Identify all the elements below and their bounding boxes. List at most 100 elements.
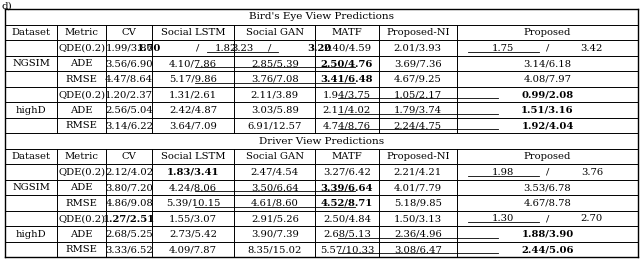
Text: 1.83/3.41: 1.83/3.41 (167, 168, 220, 177)
Text: /: / (546, 168, 549, 177)
Text: Proposed-NI: Proposed-NI (386, 152, 449, 161)
Text: 1.30: 1.30 (492, 214, 515, 223)
Text: 4.47/8.64: 4.47/8.64 (105, 74, 153, 83)
Text: 2.68/5.25: 2.68/5.25 (106, 230, 153, 239)
Text: 3.50/6.64: 3.50/6.64 (251, 183, 299, 192)
Text: 3.90/7.39: 3.90/7.39 (251, 230, 299, 239)
Text: 3.69/7.36: 3.69/7.36 (394, 59, 442, 68)
Text: 4.67/8.78: 4.67/8.78 (524, 199, 572, 208)
Text: 2.85/5.39: 2.85/5.39 (251, 59, 299, 68)
Text: CV: CV (122, 28, 136, 37)
Text: RMSE: RMSE (66, 74, 98, 83)
Text: 3.03/5.89: 3.03/5.89 (251, 106, 299, 115)
Text: RMSE: RMSE (66, 245, 98, 254)
Text: 3.76/7.08: 3.76/7.08 (251, 74, 299, 83)
Text: 1.51/3.16: 1.51/3.16 (521, 106, 574, 115)
Text: Dataset: Dataset (12, 28, 51, 37)
Text: 3.80/7.20: 3.80/7.20 (105, 183, 153, 192)
Text: 1.79/3.74: 1.79/3.74 (394, 106, 442, 115)
Text: 3.39/6.64: 3.39/6.64 (321, 183, 373, 192)
Text: /: / (196, 44, 200, 53)
Text: 3.08/6.47: 3.08/6.47 (394, 245, 442, 254)
Text: 1.88/3.90: 1.88/3.90 (522, 230, 573, 239)
Text: 2.68/5.13: 2.68/5.13 (323, 230, 371, 239)
Text: 4.24/8.06: 4.24/8.06 (169, 183, 217, 192)
Text: 2.21/4.21: 2.21/4.21 (394, 168, 442, 177)
Text: RMSE: RMSE (66, 121, 98, 130)
Text: 3.64/7.09: 3.64/7.09 (169, 121, 217, 130)
Text: 3.14/6.18: 3.14/6.18 (524, 59, 572, 68)
Text: 1.27/2.51: 1.27/2.51 (103, 214, 156, 223)
Text: 2.70: 2.70 (580, 214, 603, 223)
Text: highD: highD (16, 106, 46, 115)
Text: Driver View Predictions: Driver View Predictions (259, 136, 384, 145)
Text: 2.91/5.26: 2.91/5.26 (251, 214, 299, 223)
Text: Social GAN: Social GAN (246, 28, 304, 37)
Text: Bird's Eye View Predictions: Bird's Eye View Predictions (249, 12, 394, 21)
Text: NGSIM: NGSIM (12, 59, 50, 68)
Text: /: / (546, 44, 549, 53)
Text: 2.11/3.89: 2.11/3.89 (251, 90, 299, 99)
Text: Proposed: Proposed (524, 152, 572, 161)
Text: QDE(0.2): QDE(0.2) (58, 44, 105, 53)
Text: 2.44/5.06: 2.44/5.06 (522, 245, 574, 254)
Text: 2.11/4.02: 2.11/4.02 (323, 106, 371, 115)
Text: MATF: MATF (332, 28, 362, 37)
Text: RMSE: RMSE (66, 199, 98, 208)
Text: 3.41/6.48: 3.41/6.48 (321, 74, 373, 83)
Text: 0.99/2.08: 0.99/2.08 (522, 90, 573, 99)
Text: 4.09/7.87: 4.09/7.87 (169, 245, 217, 254)
Text: 2.12/4.02: 2.12/4.02 (105, 168, 153, 177)
Text: 2.50/4.76: 2.50/4.76 (321, 59, 373, 68)
Text: 4.74/8.76: 4.74/8.76 (323, 121, 371, 130)
Text: 3.33/6.52: 3.33/6.52 (106, 245, 153, 254)
Text: 2.56/5.04: 2.56/5.04 (105, 106, 153, 115)
Text: Social LSTM: Social LSTM (161, 152, 225, 161)
Text: 8.35/15.02: 8.35/15.02 (248, 245, 302, 254)
Text: 1.98: 1.98 (492, 168, 515, 177)
Text: Proposed: Proposed (524, 28, 572, 37)
Text: ADE: ADE (70, 183, 93, 192)
Text: 4.67/9.25: 4.67/9.25 (394, 74, 442, 83)
Text: 5.39/10.15: 5.39/10.15 (166, 199, 220, 208)
Text: d): d) (1, 1, 12, 10)
Text: 3.23: 3.23 (231, 44, 253, 53)
Text: QDE(0.2): QDE(0.2) (58, 90, 105, 99)
Text: 2.40/4.59: 2.40/4.59 (323, 44, 371, 53)
Text: 2.73/5.42: 2.73/5.42 (169, 230, 217, 239)
Text: 2.01/3.93: 2.01/3.93 (394, 44, 442, 53)
Text: /: / (268, 44, 272, 53)
Text: 4.08/7.97: 4.08/7.97 (524, 74, 572, 83)
Text: 2.42/4.87: 2.42/4.87 (169, 106, 217, 115)
Text: 1.92/4.04: 1.92/4.04 (522, 121, 573, 130)
Text: ADE: ADE (70, 59, 93, 68)
Text: 3.20: 3.20 (307, 44, 332, 53)
Text: 4.01/7.79: 4.01/7.79 (394, 183, 442, 192)
Text: 1.20/2.37: 1.20/2.37 (105, 90, 153, 99)
Text: 4.52/8.71: 4.52/8.71 (321, 199, 373, 208)
Text: ADE: ADE (70, 106, 93, 115)
Text: Dataset: Dataset (12, 152, 51, 161)
Text: Metric: Metric (65, 152, 99, 161)
Text: NGSIM: NGSIM (12, 183, 50, 192)
Text: highD: highD (16, 230, 46, 239)
Text: Social GAN: Social GAN (246, 152, 304, 161)
Text: 5.17/9.86: 5.17/9.86 (169, 74, 217, 83)
Text: 1.55/3.07: 1.55/3.07 (169, 214, 217, 223)
Text: /: / (546, 214, 549, 223)
Text: ADE: ADE (70, 230, 93, 239)
Text: 1.99/3.86: 1.99/3.86 (105, 44, 153, 53)
Text: 3.14/6.22: 3.14/6.22 (105, 121, 153, 130)
Text: 1.94/3.75: 1.94/3.75 (323, 90, 371, 99)
Text: 1.05/2.17: 1.05/2.17 (394, 90, 442, 99)
Text: 2.36/4.96: 2.36/4.96 (394, 230, 442, 239)
Text: 3.27/6.42: 3.27/6.42 (323, 168, 371, 177)
Text: 3.53/6.78: 3.53/6.78 (524, 183, 572, 192)
Text: 1.50/3.13: 1.50/3.13 (394, 214, 442, 223)
Text: 5.18/9.85: 5.18/9.85 (394, 199, 442, 208)
Text: 3.56/6.90: 3.56/6.90 (106, 59, 153, 68)
Text: 4.86/9.08: 4.86/9.08 (105, 199, 153, 208)
Text: 4.10/7.86: 4.10/7.86 (169, 59, 217, 68)
Text: MATF: MATF (332, 152, 362, 161)
Text: 2.47/4.54: 2.47/4.54 (251, 168, 299, 177)
